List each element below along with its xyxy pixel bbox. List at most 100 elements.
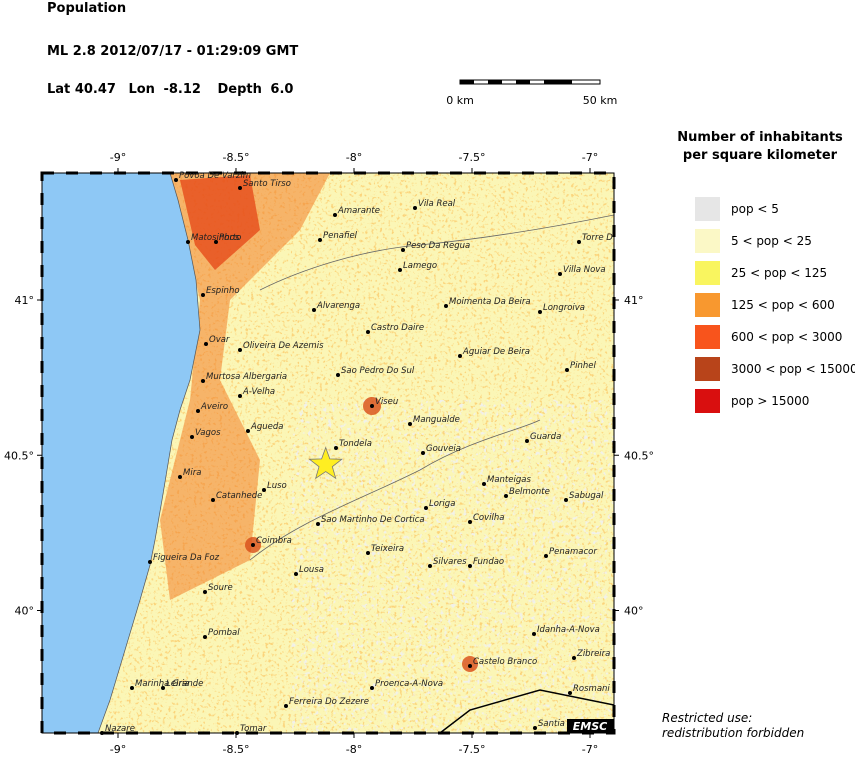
legend-swatch [695, 229, 720, 253]
scale-start: 0 km [446, 94, 474, 107]
town-dot [251, 543, 255, 547]
town-dot [421, 451, 425, 455]
town-label: Catanhede [216, 491, 262, 501]
town-label: Sao Martinho De Cortica [321, 515, 425, 525]
town-label: Alvarenga [316, 301, 360, 311]
town-dot [130, 686, 134, 690]
town-label: Santo Tirso [243, 179, 291, 189]
town-label: Luso [267, 481, 287, 491]
town-dot [577, 240, 581, 244]
town-label: Sao Pedro Do Sul [341, 366, 415, 376]
town-dot [468, 520, 472, 524]
legend-swatch [695, 389, 720, 413]
legend-label: pop < 5 [731, 202, 779, 216]
town-label: Loriga [429, 499, 455, 509]
town-label: Mira [183, 468, 201, 478]
town-label: Zibreira [576, 649, 610, 659]
x-tick-label: -8° [346, 151, 362, 164]
town-label: Rosmani [573, 684, 610, 694]
town-label: Espinho [206, 286, 240, 296]
town-dot [544, 554, 548, 558]
town-label: Belmonte [509, 487, 550, 497]
y-tick-label: 40° [15, 605, 35, 618]
town-dot [294, 572, 298, 576]
town-label: Vagos [195, 428, 221, 438]
town-label: Vila Real [418, 199, 456, 209]
town-label: Penamacor [549, 547, 597, 557]
town-label: Moimenta Da Beira [449, 297, 531, 307]
town-label: Tondela [339, 439, 372, 449]
town-label: Povoa De Varzim [179, 171, 251, 181]
legend-title: Number of inhabitants per square kilomete… [677, 130, 843, 163]
x-tick-label: -8.5° [223, 151, 250, 164]
town-dot [201, 379, 205, 383]
town-dot [504, 494, 508, 498]
town-label: Fundao [473, 557, 504, 567]
town-label: Ferreira Do Zezere [289, 697, 369, 707]
epicenter [308, 446, 343, 480]
y-tick-label: 41° [624, 294, 644, 307]
town-label: Lousa [299, 565, 324, 575]
legend-label: 125 < pop < 600 [731, 298, 835, 312]
town-dot [366, 330, 370, 334]
town-label: Villa Nova [563, 265, 606, 275]
town-dot [565, 368, 569, 372]
town-label: Covilha [473, 513, 505, 523]
town-label: Santia [538, 719, 565, 729]
town-dot [568, 691, 572, 695]
town-label: Matosinhos [191, 233, 240, 243]
town-dot [398, 268, 402, 272]
legend-label: 600 < pop < 3000 [731, 330, 842, 344]
town-dot [284, 704, 288, 708]
town-label: Mangualde [413, 415, 460, 425]
legend: Number of inhabitants per square kilomete… [677, 130, 855, 413]
legend-title-line: per square kilometer [683, 148, 838, 163]
town-label: Ovar [209, 335, 230, 345]
note-line: Restricted use: [662, 711, 752, 725]
y-tick-label: 40.5° [4, 449, 34, 462]
town-dot [201, 293, 205, 297]
town-dot [174, 178, 178, 182]
town-dot [401, 248, 405, 252]
badge-box [567, 719, 614, 733]
x-tick-label: -8.5° [223, 743, 250, 756]
town-label: Castelo Branco [473, 657, 537, 667]
town-label: Penafiel [323, 231, 358, 241]
town-dot [572, 656, 576, 660]
town-dot [333, 213, 337, 217]
town-dot [482, 482, 486, 486]
x-tick-label: -7° [582, 151, 598, 164]
town-label: Oliveira De Azemis [243, 341, 324, 351]
town-dot [100, 731, 104, 735]
legend-label: 3000 < pop < 15000 [731, 362, 855, 376]
town-dot [178, 475, 182, 479]
town-label: Longroiva [543, 303, 585, 313]
title: Population [47, 1, 126, 16]
legend-label: pop > 15000 [731, 394, 809, 408]
town-dot [428, 564, 432, 568]
town-label: Pinhel [570, 361, 596, 371]
town-label: Murtosa Albergaria [206, 372, 287, 382]
town-dot [238, 186, 242, 190]
town-dot [211, 498, 215, 502]
town-label: Aguiar De Beira [462, 347, 530, 357]
note-line: redistribution forbidden [662, 726, 804, 740]
town-label: Idanha-A-Nova [537, 625, 600, 635]
town-label: Marinha Grande [135, 679, 203, 689]
town-dot [468, 564, 472, 568]
town-label: Peso Da Regua [406, 241, 470, 251]
town-dot [533, 726, 537, 730]
town-label: Silvares [433, 557, 467, 567]
town-dot [238, 348, 242, 352]
x-tick-label: -7.5° [459, 151, 486, 164]
town-dot [408, 422, 412, 426]
legend-swatch [695, 293, 720, 317]
legend-label: 5 < pop < 25 [731, 234, 812, 248]
town-dot [161, 686, 165, 690]
town-label: Castro Daire [371, 323, 424, 333]
town-dot [214, 240, 218, 244]
town-dot [468, 664, 472, 668]
y-tick-label: 40.5° [624, 449, 654, 462]
town-dot [316, 522, 320, 526]
town-dot [190, 435, 194, 439]
